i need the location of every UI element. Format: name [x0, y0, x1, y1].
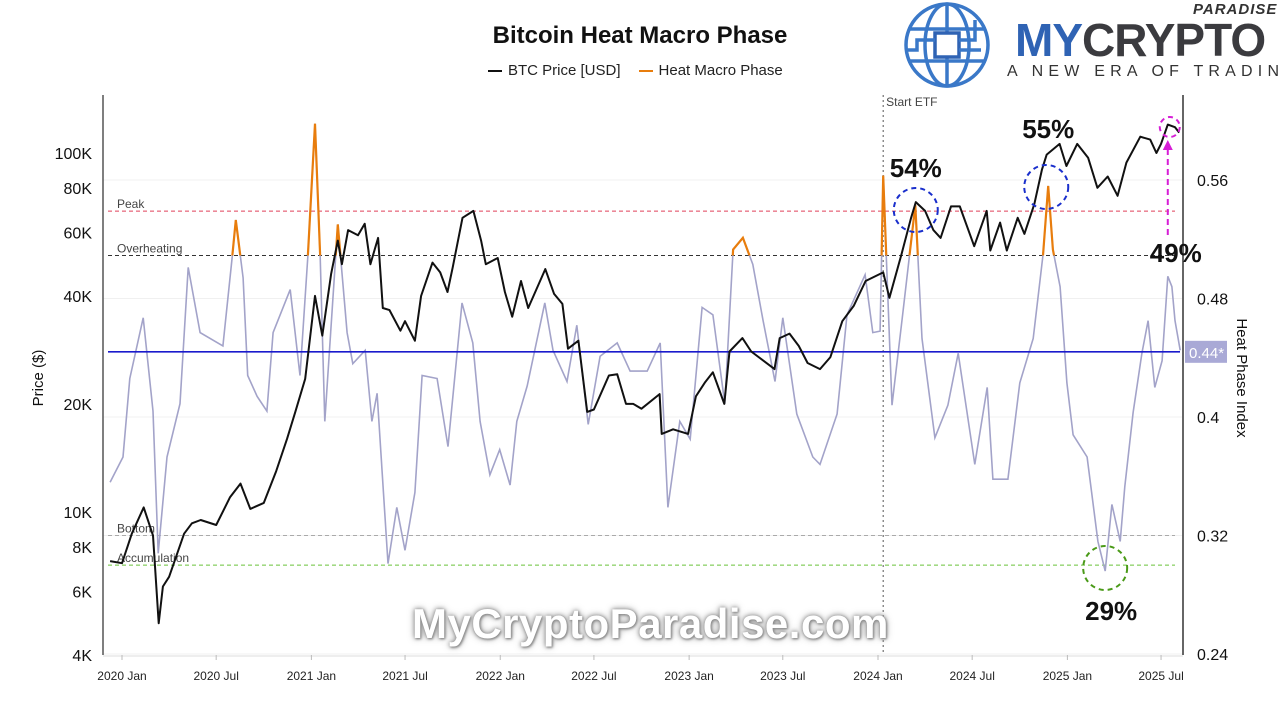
logo-paradise: PARADISE [1193, 1, 1278, 18]
y-right-tick-label: 0.24 [1197, 647, 1228, 664]
y-right-tick-label: 0.32 [1197, 529, 1228, 546]
mycryptoparadise-logo: PARADISE MYCRYPTO A NEW ERA OF TRADING [895, 0, 1280, 88]
y-left-tick-label: 60K [64, 226, 93, 243]
y-right-tick-label: 0.48 [1197, 292, 1228, 309]
x-tick-label: 2024 Jul [949, 669, 994, 683]
x-tick-label: 2025 Jul [1138, 669, 1183, 683]
y-left-tick-label: 40K [64, 289, 93, 306]
btc-price-line [109, 123, 1180, 625]
current-value-badge [1185, 340, 1227, 363]
x-tick-label: 2024 Jan [853, 669, 902, 683]
annotation-circle-55 [1023, 164, 1070, 210]
chart-title: Bitcoin Heat Macro Phase [0, 22, 1280, 50]
legend-item-heat-macro-phase[interactable]: Heat Macro Phase [638, 62, 783, 79]
logo-crypto: CRYPTO [1082, 14, 1266, 66]
y-right-axis-label: Heat Phase Index [1233, 318, 1250, 438]
series-group [108, 123, 1181, 625]
heat-index-line [109, 123, 1181, 572]
annotations: 54% 55% 29% 49% [890, 114, 1202, 626]
x-tick-label: 2025 Jan [1043, 669, 1092, 683]
etf-event-marker: Start ETF [882, 95, 938, 655]
y-left-tick-label: 100K [55, 146, 93, 163]
x-tick-label: 2022 Jul [571, 669, 616, 683]
watermark: MyCryptoParadise.com [412, 600, 889, 647]
annotation-label: 29% [1085, 596, 1137, 626]
logo-tagline: A NEW ERA OF TRADING [1007, 63, 1280, 80]
y-left-tick-label: 4K [72, 648, 92, 665]
legend-item-btc-price[interactable]: BTC Price [USD] [488, 62, 621, 79]
y-right-tick-label: 0.56 [1197, 173, 1228, 190]
y-left-tick-label: 10K [64, 505, 93, 522]
x-tick-label: 2022 Jan [476, 669, 525, 683]
logo-brand: MYCRYPTO [1015, 17, 1266, 63]
legend: BTC Price [USD] Heat Macro Phase [488, 62, 783, 79]
legend-swatch-heat [638, 70, 653, 73]
y-left-tick-label: 8K [72, 540, 92, 557]
x-tick-label: 2023 Jan [664, 669, 713, 683]
legend-label: BTC Price [USD] [508, 62, 621, 79]
y-right-tick-label: 0.4 [1197, 410, 1219, 427]
annotation-label: 54% [890, 153, 942, 183]
x-tick-label: 2021 Jan [287, 669, 336, 683]
y-left-tick-label: 20K [64, 397, 93, 414]
x-tick-label: 2020 Jan [97, 669, 146, 683]
logo-my: MY [1015, 14, 1083, 66]
x-tick-label: 2023 Jul [760, 669, 805, 683]
event-label: Start ETF [886, 95, 937, 109]
globe-chip-icon [904, 2, 990, 88]
y-left-tick-label: 6K [72, 585, 92, 602]
current-value-label: 0.44* [1189, 345, 1224, 362]
axes: 4K 6K 8K 10K 20K 40K 60K 80K 100K 0.24 0.32 0.4 0.48… [30, 95, 1250, 683]
level-label-peak: Peak [117, 197, 145, 211]
y-left-tick-label: 80K [64, 181, 93, 198]
chart-title-text: Bitcoin Heat Macro Phase [492, 22, 788, 49]
legend-label: Heat Macro Phase [658, 62, 783, 79]
annotation-circle-54 [892, 187, 939, 233]
annotation-label: 55% [1022, 114, 1074, 144]
x-tick-label: 2020 Jul [193, 669, 238, 683]
threshold-levels: Peak Overheating Bottom Accumulation [108, 197, 1175, 566]
annotation-circle-current-price [1158, 116, 1181, 138]
y-left-axis-label: Price ($) [30, 350, 47, 407]
gridlines [103, 179, 1183, 655]
legend-swatch-btc [488, 70, 502, 73]
annotation-circle-29 [1082, 545, 1129, 591]
level-label-bottom: Bottom [117, 522, 155, 536]
annotation-arrow-head [1162, 140, 1173, 150]
level-label-accumulation: Accumulation [117, 551, 189, 565]
heat-macro-phase-highlight-line [231, 123, 1056, 256]
annotation-label: 49% [1150, 238, 1202, 268]
x-tick-label: 2021 Jul [382, 669, 427, 683]
level-label-overheating: Overheating [117, 242, 182, 256]
